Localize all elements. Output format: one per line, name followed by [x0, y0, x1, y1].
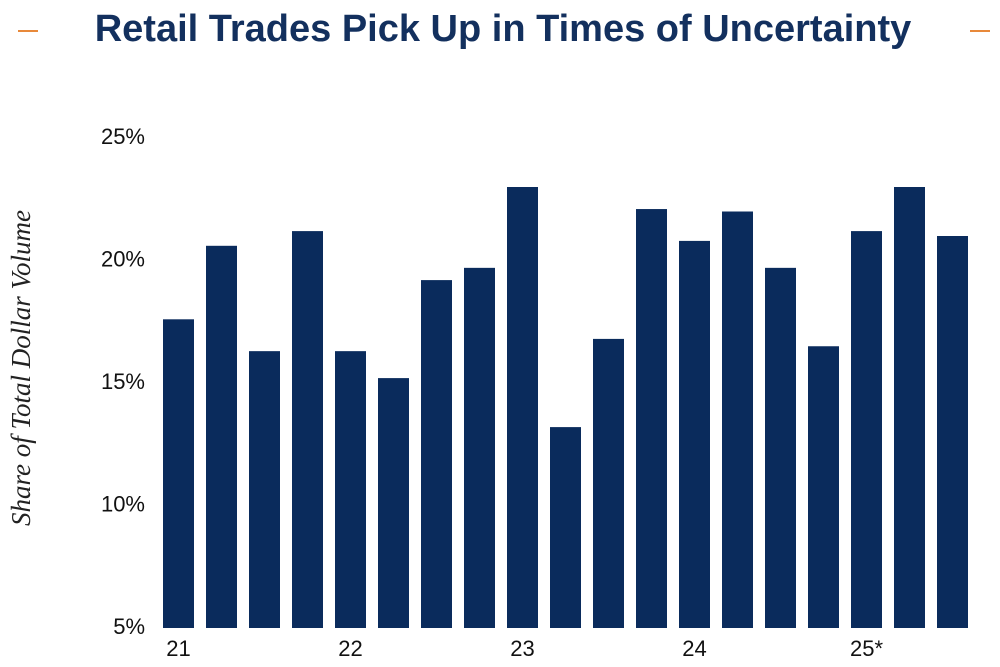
y-tick-label: 25%	[101, 124, 145, 149]
x-tick-label: 24	[682, 636, 706, 661]
bar	[507, 187, 538, 628]
x-tick-label: 25*	[850, 636, 883, 661]
bar	[593, 338, 624, 628]
bar	[464, 267, 495, 628]
x-tick-label: 23	[510, 636, 534, 661]
chart-title: Retail Trades Pick Up in Times of Uncert…	[95, 8, 912, 50]
bar	[722, 211, 753, 628]
bar	[894, 187, 925, 628]
bar	[292, 231, 323, 628]
bar	[421, 280, 452, 628]
bar	[378, 378, 409, 628]
bar	[679, 240, 710, 628]
bar	[808, 346, 839, 628]
bar	[765, 267, 796, 628]
bar	[249, 351, 280, 628]
bar	[851, 231, 882, 628]
x-tick-label: 22	[338, 636, 362, 661]
y-axis-label: Share of Total Dollar Volume	[6, 210, 36, 526]
bar	[937, 236, 968, 628]
y-tick-label: 15%	[101, 369, 145, 394]
bar	[636, 209, 667, 629]
bar	[335, 351, 366, 628]
y-tick-label: 5%	[113, 614, 145, 639]
y-tick-label: 20%	[101, 246, 145, 271]
bar	[163, 319, 194, 628]
x-tick-label: 21	[166, 636, 190, 661]
y-tick-label: 10%	[101, 491, 145, 516]
bar	[550, 427, 581, 628]
bar	[206, 245, 237, 629]
